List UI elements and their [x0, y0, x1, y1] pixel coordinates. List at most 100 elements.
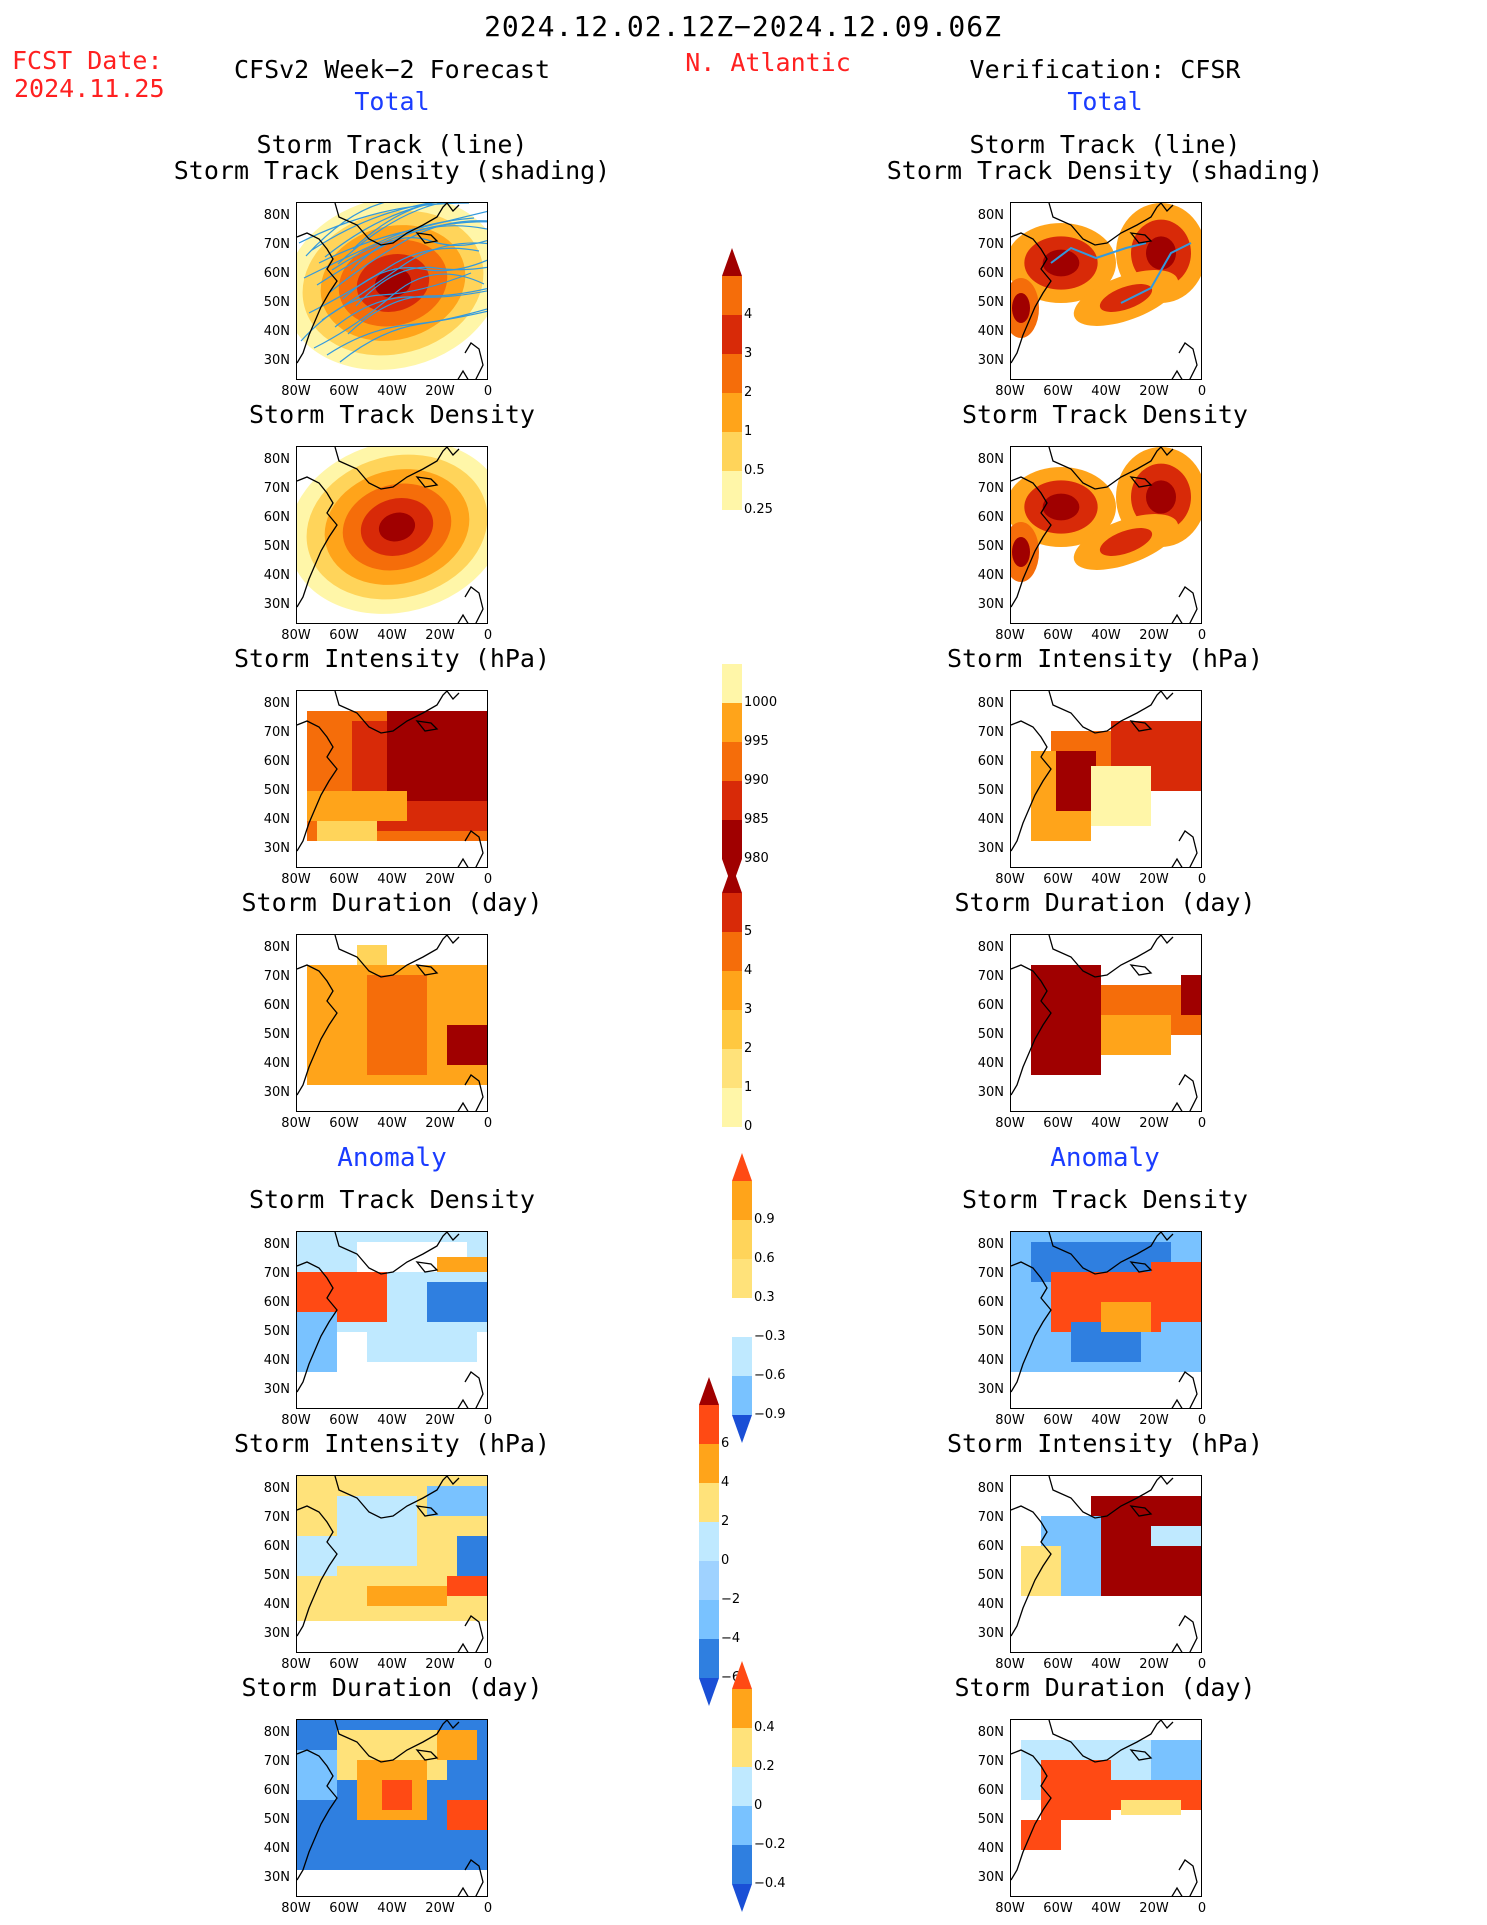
lat-tick-label: 40N: [263, 812, 290, 827]
lat-tick-label: 30N: [977, 1870, 1004, 1885]
density-colorbar-label: 2: [744, 385, 753, 400]
lat-tick-label: 60N: [977, 510, 1004, 525]
density-colorbar-label: 4: [744, 307, 753, 322]
lon-tick-label: 60W: [1043, 384, 1073, 399]
lat-tick-label: 60N: [977, 1783, 1004, 1798]
intensity-anom-colorbar-label: 6: [721, 1436, 730, 1451]
lon-tick-label: 0: [1197, 628, 1207, 643]
anomaly-right-label: Anomaly: [1050, 1143, 1160, 1173]
lat-tick-label: 40N: [263, 1597, 290, 1612]
map-intensityAnom-forecast: [296, 1475, 488, 1653]
map-track-verification: [1010, 202, 1202, 380]
lon-tick-label: 20W: [1139, 1413, 1169, 1428]
lon-tick-label: 60W: [329, 872, 359, 887]
lon-tick-label: 0: [1197, 872, 1207, 887]
lon-tick-label: 40W: [377, 384, 407, 399]
lat-tick-label: 70N: [263, 1266, 290, 1281]
lat-tick-label: 60N: [977, 1539, 1004, 1554]
lat-tick-label: 70N: [977, 237, 1004, 252]
lon-tick-label: 80W: [281, 628, 311, 643]
lon-tick-label: 40W: [377, 1657, 407, 1672]
lon-tick-label: 0: [483, 628, 493, 643]
lat-tick-label: 30N: [263, 353, 290, 368]
lat-tick-label: 70N: [977, 481, 1004, 496]
intensity-colorbar-label: 985: [744, 812, 769, 827]
lat-tick-label: 30N: [977, 353, 1004, 368]
lat-tick-label: 50N: [977, 1568, 1004, 1583]
lat-tick-label: 60N: [977, 1295, 1004, 1310]
map-intensity-verification: [1010, 690, 1202, 868]
lon-tick-label: 60W: [1043, 628, 1073, 643]
left-density-title: Storm Track Density: [249, 400, 535, 429]
density-anom-colorbar: [732, 1153, 752, 1443]
lat-tick-label: 40N: [263, 324, 290, 339]
lon-tick-label: 0: [483, 1413, 493, 1428]
intensity-anom-colorbar-label: 4: [721, 1475, 730, 1490]
intensity-colorbar-label: 1000: [744, 695, 778, 710]
lon-tick-label: 40W: [1091, 1901, 1121, 1916]
lon-tick-label: 40W: [377, 1116, 407, 1131]
lat-tick-label: 60N: [977, 266, 1004, 281]
duration-colorbar-label: 2: [744, 1041, 753, 1056]
lon-tick-label: 60W: [1043, 872, 1073, 887]
duration-colorbar-label: 3: [744, 1002, 753, 1017]
verification-label: Verification: CFSR: [969, 55, 1241, 84]
intensity-anom-colorbar-label: 0: [721, 1553, 730, 1568]
left-intensity-title: Storm Intensity (hPa): [233, 644, 551, 673]
duration-colorbar-label: 5: [744, 924, 753, 939]
lon-tick-label: 0: [1197, 1116, 1207, 1131]
left-intensity-anom-title: Storm Intensity (hPa): [233, 1429, 551, 1458]
map-density-forecast: [296, 446, 488, 624]
duration-anom-colorbar: [732, 1661, 752, 1912]
lat-tick-label: 30N: [263, 1382, 290, 1397]
fcst-date-label: FCST Date:: [12, 46, 163, 75]
lat-tick-label: 50N: [263, 539, 290, 554]
intensity-colorbar-label: 990: [744, 773, 769, 788]
lat-tick-label: 60N: [977, 754, 1004, 769]
duration-anom-colorbar-label: −0.4: [754, 1876, 786, 1891]
lat-tick-label: 70N: [977, 1266, 1004, 1281]
lon-tick-label: 0: [1197, 1413, 1207, 1428]
lat-tick-label: 80N: [263, 1237, 290, 1252]
density-anom-colorbar-label: 0.9: [754, 1212, 775, 1227]
lat-tick-label: 80N: [977, 1725, 1004, 1740]
lon-tick-label: 40W: [377, 1413, 407, 1428]
map-durationAnom-forecast: [296, 1719, 488, 1897]
lon-tick-label: 20W: [425, 1657, 455, 1672]
lat-tick-label: 30N: [263, 597, 290, 612]
density-colorbar-label: 1: [744, 424, 753, 439]
lat-tick-label: 80N: [977, 696, 1004, 711]
right-duration-title: Storm Duration (day): [954, 888, 1256, 917]
right-duration-anom-title: Storm Duration (day): [954, 1673, 1256, 1702]
duration-anom-colorbar-label: 0.2: [754, 1759, 775, 1774]
lat-tick-label: 40N: [977, 1597, 1004, 1612]
lat-tick-label: 40N: [977, 324, 1004, 339]
lon-tick-label: 80W: [281, 1413, 311, 1428]
lon-tick-label: 20W: [425, 384, 455, 399]
lat-tick-label: 80N: [977, 1237, 1004, 1252]
right-intensity-title: Storm Intensity (hPa): [946, 644, 1264, 673]
intensity-colorbar: [722, 664, 742, 887]
lon-tick-label: 60W: [1043, 1116, 1073, 1131]
lon-tick-label: 80W: [281, 872, 311, 887]
density-colorbar-label: 3: [744, 346, 753, 361]
density-colorbar-label: 0.5: [744, 463, 765, 478]
forecast-name: CFSv2 Week−2 Forecast: [233, 55, 551, 84]
left-track-shading-title: Storm Track Density (shading): [173, 156, 611, 185]
lat-tick-label: 60N: [263, 1783, 290, 1798]
lon-tick-label: 80W: [281, 1657, 311, 1672]
lon-tick-label: 40W: [1091, 384, 1121, 399]
lat-tick-label: 40N: [263, 1353, 290, 1368]
lat-tick-label: 80N: [977, 1481, 1004, 1496]
density-anom-colorbar-label: −0.6: [754, 1368, 786, 1383]
lon-tick-label: 40W: [1091, 872, 1121, 887]
lat-tick-label: 40N: [977, 1841, 1004, 1856]
intensity-anom-colorbar: [699, 1377, 719, 1706]
lon-tick-label: 80W: [281, 1901, 311, 1916]
intensity-colorbar-label: 995: [744, 734, 769, 749]
lat-tick-label: 40N: [263, 568, 290, 583]
lon-tick-label: 20W: [1139, 384, 1169, 399]
map-durationAnom-verification: [1010, 1719, 1202, 1897]
right-track-line-title: Storm Track (line): [969, 130, 1241, 159]
lon-tick-label: 20W: [425, 1901, 455, 1916]
